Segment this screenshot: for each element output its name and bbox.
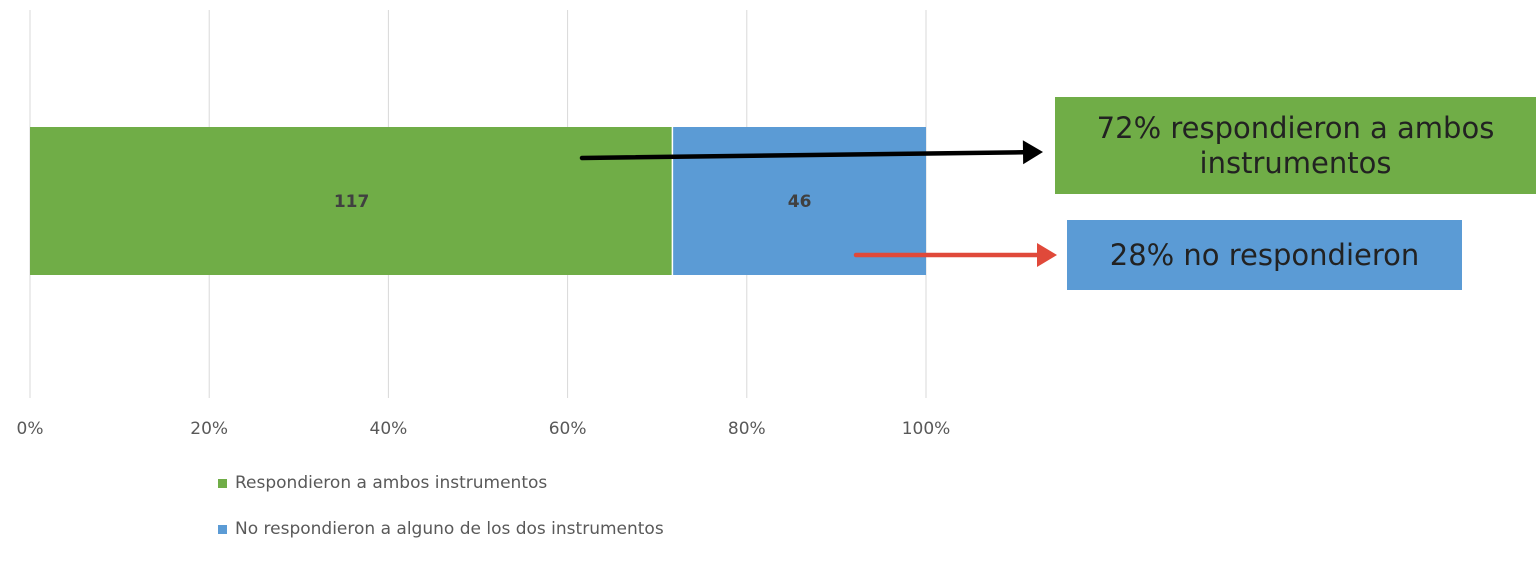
x-tick-label: 80% [728,419,766,439]
callout-green-box: 72% respondieron a ambos instrumentos [1055,97,1536,194]
legend: Respondieron a ambos instrumentos No res… [218,472,664,564]
callout-blue-box: 28% no respondieron [1067,220,1462,290]
arrow-to-green-callout-head [1022,140,1043,165]
x-axis-tick-labels: 0% 20% 40% 60% 80% 100% [17,419,951,439]
bar-segment [673,127,926,275]
callout-blue-text: 28% no respondieron [1109,237,1420,272]
data-labels: 117 46 [334,192,812,212]
x-tick-label: 0% [17,419,44,439]
stacked-bar-chart: 117 46 0% 20% 40% 60% 80% 100% [17,10,1057,439]
legend-item-none: No respondieron a alguno de los dos inst… [218,518,664,540]
arrow-to-blue-callout-head [1037,243,1057,267]
legend-label-none: No respondieron a alguno de los dos inst… [235,519,664,539]
legend-label-both: Respondieron a ambos instrumentos [235,473,548,493]
x-tick-label: 20% [190,419,228,439]
data-label: 117 [334,192,370,212]
x-tick-label: 100% [902,419,951,439]
legend-swatch-none [218,524,227,534]
arrow-to-green-callout-shaft [579,150,1026,161]
legend-swatch-both [218,478,227,488]
data-label: 46 [788,192,812,212]
x-tick-label: 60% [549,419,587,439]
legend-item-both: Respondieron a ambos instrumentos [218,472,664,494]
callout-green-text: 72% respondieron a ambos instrumentos [1096,110,1495,180]
bar-segment [30,127,674,275]
bars [30,127,926,275]
x-tick-label: 40% [370,419,408,439]
callout-arrows [579,140,1057,267]
